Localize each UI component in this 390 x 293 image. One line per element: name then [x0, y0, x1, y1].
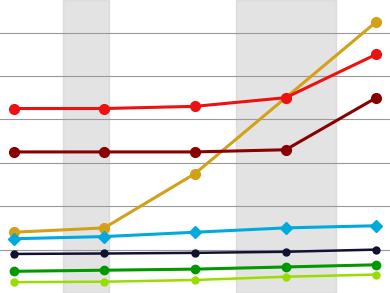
- Bar: [64, 0, 109, 293]
- Bar: [236, 0, 335, 293]
